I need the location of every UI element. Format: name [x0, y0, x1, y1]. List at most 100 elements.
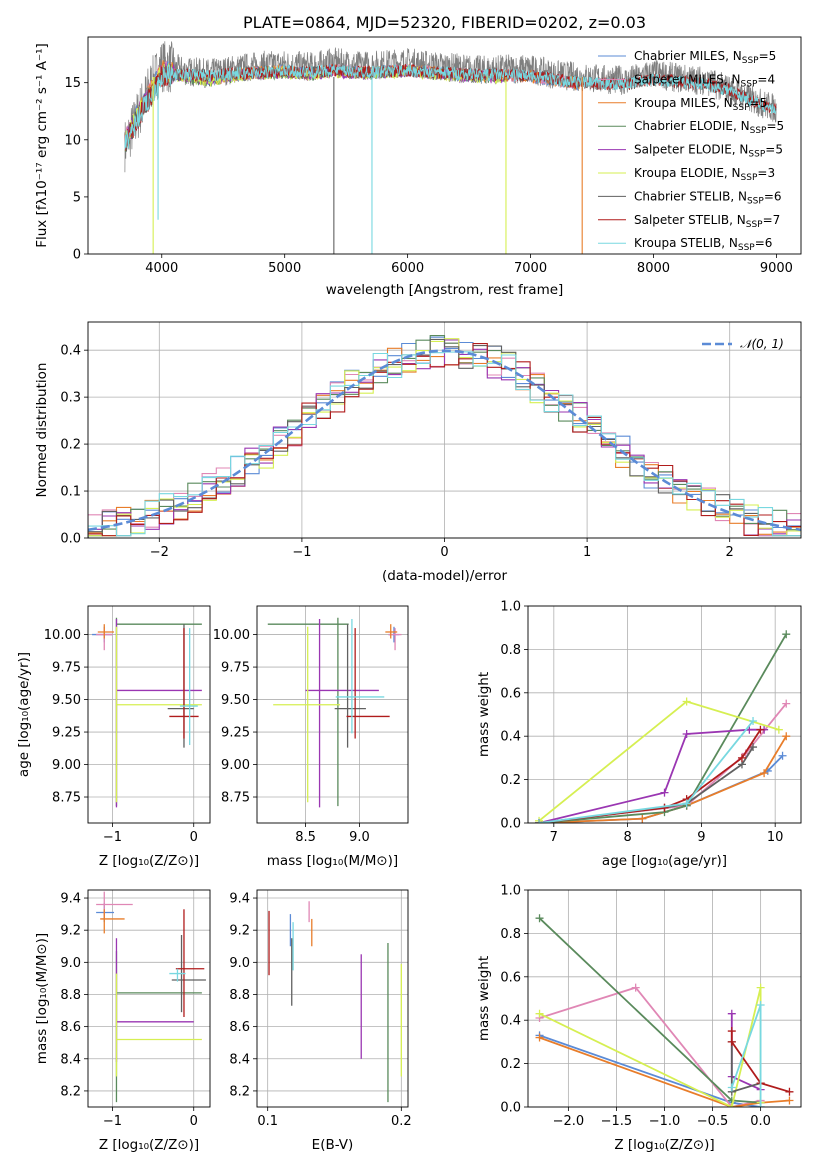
- weight-marker-kroupa_stelib: [756, 1001, 765, 1010]
- residuals-axes: −2 −1 0 1 2 0.0 0.1 0.2 0.3 0.4: [60, 322, 801, 560]
- x-tick-label: 4000: [145, 261, 178, 276]
- y-tick-label: 9.25: [221, 726, 250, 741]
- y-tick-label: 9.2: [60, 924, 81, 939]
- x-tick-label: −1.5: [601, 1114, 633, 1129]
- legend-subscript: SSP: [750, 126, 767, 136]
- weight-marker-salpeter_elodie: [682, 730, 691, 739]
- mass-vs-Z-axes: −1 0 8.2 8.4 8.6 8.8 9.0 9.2 9.4: [60, 890, 210, 1129]
- y-tick-label: 8.8: [60, 988, 81, 1003]
- weight-marker-kroupa_miles: [638, 814, 647, 823]
- mass-vs-EBV-plot: [268, 901, 402, 1103]
- x-tick-label: 8000: [637, 261, 670, 276]
- y-tick-label: 0.3: [60, 391, 81, 406]
- x-tick-label: −0.5: [697, 1114, 729, 1129]
- legend-label: Kroupa MILES, N: [634, 96, 733, 110]
- legend-entry-chabrier_stelib: Chabrier STELIB, NSSP=6: [634, 189, 782, 206]
- weight-marker-kroupa_elodie: [774, 725, 783, 734]
- y-tick-label: 9.25: [52, 726, 81, 741]
- y-tick-label: 0.2: [60, 438, 81, 453]
- legend-subscript: SSP: [741, 173, 758, 183]
- weight-marker-chabrier_elodie: [782, 630, 791, 639]
- weight-marker-chabrier_stelib: [749, 743, 758, 752]
- weight-marker-chabrier_miles: [778, 751, 787, 760]
- y-tick-label: 9.75: [52, 661, 81, 676]
- weight-marker-salpeter_miles: [631, 983, 640, 992]
- legend-entry-chabrier_miles: Chabrier MILES, NSSP=5: [634, 49, 776, 66]
- y-tick-label: 5: [73, 190, 81, 205]
- legend-entry-chabrier_elodie: Chabrier ELODIE, NSSP=5: [634, 119, 784, 136]
- weight-vs-age-frame: [527, 605, 802, 824]
- mass-vs-Z-frame: [87, 889, 211, 1108]
- weight-line-kroupa_miles: [539, 1036, 790, 1107]
- x-tick-label: −1: [103, 830, 122, 845]
- legend-label: Salpeter STELIB, N: [634, 213, 746, 227]
- y-tick-label: 0.0: [60, 532, 81, 547]
- x-axis-label: E(B-V): [312, 1137, 354, 1153]
- legend-entry-kroupa_miles: Kroupa MILES, NSSP=5: [634, 96, 767, 113]
- x-tick-label: −2: [150, 545, 169, 560]
- age-vs-Z-axes: −1 0 8.75 9.00 9.25 9.50 9.75 10.00: [44, 606, 210, 845]
- weight-marker-kroupa_stelib: [682, 799, 691, 808]
- weight-marker-kroupa_elodie: [535, 1009, 544, 1018]
- y-tick-label: 0.4: [500, 1014, 521, 1029]
- weight-vs-Z-plot: [535, 914, 794, 1107]
- x-axis-label: Z [log₁₀(Z/Z⊙)]: [614, 1137, 714, 1153]
- weight-marker-kroupa_miles: [535, 1033, 544, 1042]
- y-axis-label: Flux [fλ10⁻¹⁷ erg cm⁻² s⁻¹ A⁻¹]: [34, 43, 50, 248]
- weight-marker-salpeter_elodie: [660, 788, 669, 797]
- y-tick-label: 0.4: [500, 730, 521, 745]
- legend-label: Chabrier STELIB, N: [634, 189, 747, 203]
- x-axis-label: Z [log₁₀(Z/Z⊙)]: [99, 853, 199, 869]
- y-tick-label: 9.50: [221, 693, 250, 708]
- y-tick-label: 8.6: [229, 1020, 250, 1035]
- legend-label: Salpeter ELODIE, N: [634, 143, 748, 157]
- legend-subscript: SSP: [747, 196, 764, 206]
- x-tick-label: 6000: [391, 261, 424, 276]
- residuals-frame: [87, 321, 802, 539]
- x-tick-label: 9.0: [349, 830, 370, 845]
- legend-subscript: SSP: [746, 220, 763, 230]
- histogram-salpeter_stelib: [88, 343, 801, 538]
- spectrum-model-line-kroupa_stelib: [124, 63, 777, 150]
- y-tick-label: 9.50: [52, 693, 81, 708]
- mass-vs-EBV-axes: 0.1 0.2 8.2 8.4 8.6 8.8 9.0 9.2 9.4: [229, 890, 412, 1129]
- x-tick-label: 10: [767, 830, 784, 845]
- y-tick-label: 9.00: [221, 758, 250, 773]
- weight-marker-salpeter_stelib: [737, 753, 746, 762]
- x-tick-label: 7000: [514, 261, 547, 276]
- residuals-plot: [88, 335, 801, 538]
- legend-subscript: SSP: [733, 103, 750, 113]
- legend-subscript: SSP: [738, 243, 755, 253]
- x-tick-label: 8: [623, 830, 631, 845]
- mass-vs-EBV-frame: [256, 889, 409, 1108]
- weight-marker-kroupa_stelib: [727, 1083, 736, 1092]
- legend-entry-salpeter_elodie: Salpeter ELODIE, NSSP=5: [634, 143, 783, 160]
- y-tick-label: 15: [64, 76, 81, 91]
- legend-label: Kroupa STELIB, N: [634, 236, 738, 250]
- y-tick-label: 8.6: [60, 1020, 81, 1035]
- spectrum-legend: Chabrier MILES, NSSP=5 Salpeter MILES, NS…: [598, 49, 784, 253]
- age-vs-mass-frame: [256, 605, 409, 824]
- legend-entry-normal: 𝒩(0, 1): [740, 337, 784, 351]
- x-tick-label: 0.1: [257, 1114, 278, 1129]
- legend-label: Kroupa ELODIE, N: [634, 166, 741, 180]
- x-axis-label: Z [log₁₀(Z/Z⊙)]: [99, 1137, 199, 1153]
- legend-value: =4: [757, 72, 775, 86]
- x-tick-label: −1: [103, 1114, 122, 1129]
- y-axis-label: Normed distribution: [34, 363, 50, 498]
- legend-entry-salpeter_stelib: Salpeter STELIB, NSSP=7: [634, 213, 780, 230]
- weight-marker-kroupa_miles: [760, 769, 769, 778]
- x-tick-label: 8.5: [295, 830, 316, 845]
- y-tick-label: 8.75: [52, 791, 81, 806]
- legend-label: Chabrier MILES, N: [634, 49, 742, 63]
- legend-entry-salpeter_miles: Salpeter MILES, NSSP=4: [634, 72, 775, 89]
- legend-label: Chabrier ELODIE, N: [634, 119, 750, 133]
- y-tick-label: 8.4: [60, 1052, 81, 1067]
- y-tick-label: 8.4: [229, 1052, 250, 1067]
- weight-marker-salpeter_elodie: [727, 1009, 736, 1018]
- y-tick-label: 8.8: [229, 988, 250, 1003]
- weight-marker-salpeter_stelib: [660, 803, 669, 812]
- y-axis-label: age [log₁₀(age/yr)]: [16, 652, 32, 777]
- x-tick-label: 7: [550, 830, 558, 845]
- age-vs-mass-axes: 8.5 9.0 8.75 9.00 9.25 9.50 9.75 10.00: [213, 606, 408, 845]
